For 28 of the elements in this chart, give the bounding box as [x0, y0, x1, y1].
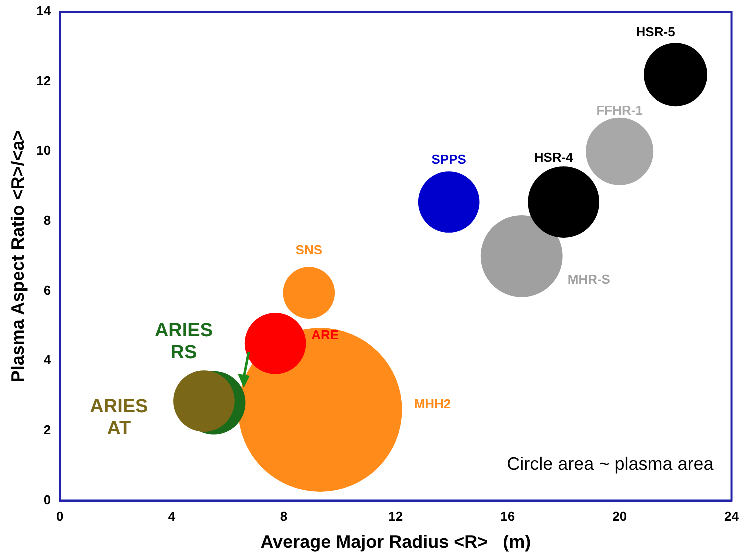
x-axis-title: Average Major Radius <R> (m): [260, 532, 532, 552]
y-tick-label: 2: [44, 422, 52, 438]
x-tick-label: 8: [280, 509, 288, 524]
annotation: Circle area ~ plasma area: [507, 454, 715, 474]
series-label: HSR-5: [636, 24, 676, 40]
y-axis-title: Plasma Aspect Ratio <R>/<a>: [8, 130, 28, 383]
series-label: MHH2: [414, 396, 452, 412]
y-tick-label: 6: [44, 282, 52, 298]
series-label: SPPS: [432, 152, 467, 167]
x-tick-label: 12: [388, 509, 404, 524]
y-tick-label: 0: [44, 492, 52, 508]
y-tick-label: 8: [44, 213, 52, 228]
series-label: SNS: [296, 242, 323, 258]
x-tick-label: 4: [168, 509, 176, 524]
x-tick-label: 20: [612, 509, 628, 524]
y-tick-label: 10: [36, 143, 52, 158]
series-label: HSR-4: [534, 150, 574, 165]
x-tick-label: 24: [724, 509, 740, 524]
series-label: ARIES AT: [90, 396, 148, 440]
series-label: FFHR-1: [596, 103, 643, 118]
series-label: ARE: [312, 327, 340, 342]
y-tick-label: 4: [44, 352, 52, 368]
series-label: ARIES RS: [154, 320, 214, 364]
x-tick-label: 0: [56, 509, 64, 524]
y-tick-label: 12: [36, 73, 52, 88]
series-label: MHR-S: [568, 272, 611, 287]
x-tick-label: 16: [500, 509, 516, 524]
y-tick-label: 14: [36, 4, 52, 19]
